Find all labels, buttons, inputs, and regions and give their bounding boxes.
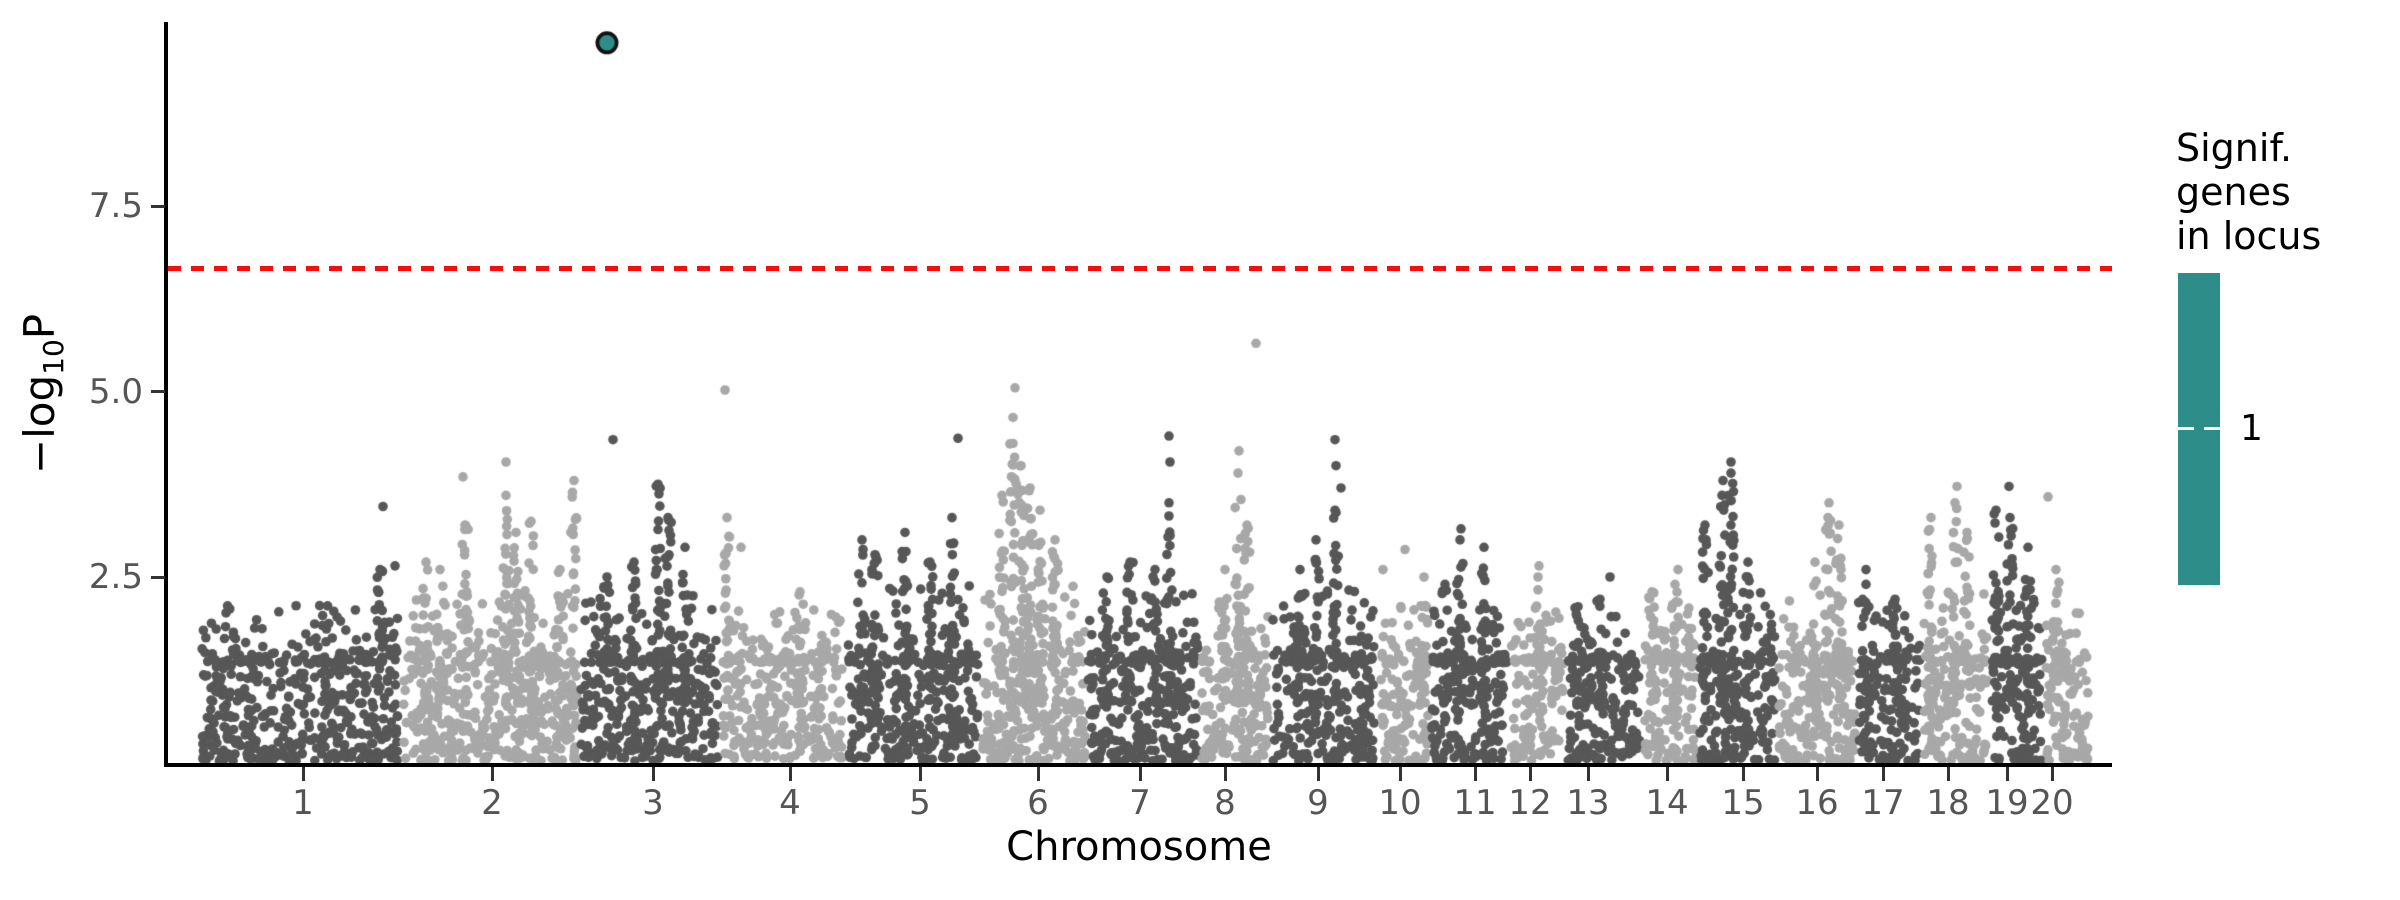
- x-tick-label: 7: [1129, 783, 1151, 823]
- y-tick-mark: [151, 390, 165, 393]
- x-tick-mark: [1398, 767, 1402, 781]
- x-tick-mark: [1815, 767, 1819, 781]
- x-tick-mark: [788, 767, 792, 781]
- x-tick-label: 8: [1214, 783, 1236, 823]
- x-tick-label: 14: [1645, 783, 1689, 823]
- legend-title-line-1: Signif.: [2176, 126, 2293, 170]
- x-tick-mark: [2050, 767, 2054, 781]
- x-tick-mark: [651, 767, 655, 781]
- x-tick-label: 16: [1795, 783, 1839, 823]
- x-tick-label: 6: [1027, 783, 1049, 823]
- x-tick-mark: [1741, 767, 1745, 781]
- legend-colorbar-tick-left: [2178, 427, 2194, 430]
- x-tick-mark: [1528, 767, 1532, 781]
- x-tick-mark: [1223, 767, 1227, 781]
- x-tick-mark: [2005, 767, 2009, 781]
- x-tick-mark: [1881, 767, 1885, 781]
- y-tick-mark: [151, 204, 165, 208]
- y-axis-title: −log10P: [10, 250, 70, 538]
- y-axis-title-prefix: −log: [15, 374, 64, 475]
- x-tick-mark: [1473, 767, 1477, 781]
- x-axis-line: [164, 763, 2112, 767]
- y-axis-title-suffix: P: [15, 313, 64, 340]
- legend-title-line-2: genes: [2176, 170, 2291, 214]
- x-tick-label: 15: [1721, 783, 1765, 823]
- x-tick-label: 4: [779, 783, 801, 823]
- y-tick-label: 2.5: [88, 557, 143, 597]
- x-tick-mark: [1946, 767, 1950, 781]
- x-tick-label: 11: [1453, 783, 1497, 823]
- x-tick-label: 19: [1985, 783, 2029, 823]
- x-tick-label: 13: [1566, 783, 1610, 823]
- x-tick-label: 5: [909, 783, 931, 823]
- x-tick-mark: [918, 767, 922, 781]
- y-axis-title-subscript: 10: [37, 339, 70, 375]
- significance-threshold-line: [168, 265, 2112, 271]
- y-tick-label: 7.5: [88, 186, 143, 226]
- x-tick-mark: [1036, 767, 1040, 781]
- x-tick-mark: [1665, 767, 1669, 781]
- x-tick-label: 18: [1926, 783, 1970, 823]
- x-tick-mark: [1586, 767, 1590, 781]
- x-tick-label: 20: [2030, 783, 2074, 823]
- x-tick-label: 9: [1307, 783, 1329, 823]
- x-tick-label: 17: [1861, 783, 1905, 823]
- y-axis-line: [164, 22, 168, 767]
- x-tick-label: 1: [292, 783, 314, 823]
- x-tick-label: 10: [1378, 783, 1422, 823]
- y-tick-mark: [151, 575, 165, 579]
- legend-tick-label: 1: [2240, 408, 2263, 449]
- x-tick-mark: [301, 767, 305, 781]
- x-tick-mark: [1138, 767, 1142, 781]
- legend-title: Signif. genes in locus: [2176, 126, 2321, 258]
- legend-title-line-3: in locus: [2176, 214, 2322, 258]
- x-tick-mark: [490, 767, 494, 781]
- x-axis-title: Chromosome: [1006, 824, 1272, 870]
- legend-colorbar-tick-right: [2204, 427, 2220, 430]
- y-tick-label: 5.0: [88, 371, 143, 412]
- x-tick-mark: [1316, 767, 1320, 781]
- x-tick-label: 2: [481, 783, 503, 823]
- x-tick-label: 3: [642, 783, 664, 823]
- x-tick-label: 12: [1508, 783, 1552, 823]
